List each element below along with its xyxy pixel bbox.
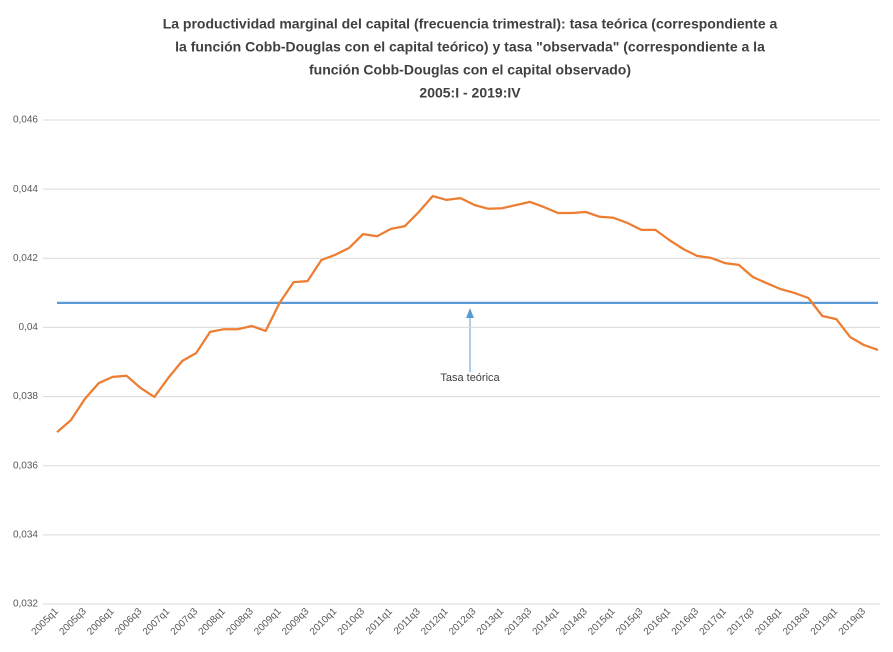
x-tick-label: 2015q3 xyxy=(614,606,646,638)
x-tick-label: 2012q3 xyxy=(447,606,479,638)
y-tick-label: 0,036 xyxy=(13,460,38,471)
x-tick-label: 2016q3 xyxy=(670,606,702,638)
x-tick-label: 2007q1 xyxy=(141,606,173,638)
x-tick-label: 2011q3 xyxy=(392,606,423,637)
x-tick-label: 2008q1 xyxy=(197,606,229,638)
annotation-arrowhead xyxy=(466,308,474,318)
x-tick-label: 2018q1 xyxy=(753,606,785,638)
x-tick-label: 2010q3 xyxy=(336,606,368,638)
x-tick-label: 2012q1 xyxy=(419,606,451,638)
x-tick-label: 2013q1 xyxy=(475,606,507,638)
x-tick-label: 2007q3 xyxy=(169,606,201,638)
x-tick-label: 2014q3 xyxy=(558,606,590,638)
x-tick-label: 2017q3 xyxy=(725,606,757,638)
x-tick-label: 2019q1 xyxy=(809,606,841,638)
data-line xyxy=(56,194,879,434)
x-tick-label: 2011q1 xyxy=(364,606,395,637)
x-tick-label: 2009q3 xyxy=(280,606,312,638)
y-tick-label: 0,04 xyxy=(19,322,39,333)
x-tick-label: 2009q1 xyxy=(252,606,284,638)
y-tick-label: 0,038 xyxy=(13,391,38,402)
x-tick-label: 2008q3 xyxy=(224,606,256,638)
y-tick-label: 0,046 xyxy=(13,115,38,126)
x-tick-label: 2018q3 xyxy=(781,606,813,638)
y-tick-label: 0,034 xyxy=(13,529,38,540)
x-tick-label: 2017q1 xyxy=(698,606,730,638)
x-tick-label: 2019q3 xyxy=(837,606,869,638)
chart-title: la función Cobb-Douglas con el capital t… xyxy=(175,39,765,55)
x-tick-label: 2013q3 xyxy=(503,606,535,638)
x-tick-label: 2016q1 xyxy=(642,606,674,638)
x-tick-label: 2006q3 xyxy=(113,606,145,638)
x-tick-label: 2005q1 xyxy=(30,606,62,638)
chart-subtitle: 2005:I - 2019:IV xyxy=(419,85,521,101)
y-tick-label: 0,042 xyxy=(13,253,38,264)
x-tick-label: 2015q1 xyxy=(586,606,618,638)
y-tick-label: 0,032 xyxy=(13,599,38,610)
x-tick-label: 2006q1 xyxy=(85,606,117,638)
chart-title: función Cobb-Douglas con el capital obse… xyxy=(309,62,631,78)
x-tick-label: 2014q1 xyxy=(531,606,563,638)
chart-title: La productividad marginal del capital (f… xyxy=(163,16,778,32)
y-tick-label: 0,044 xyxy=(13,184,38,195)
x-tick-label: 2005q3 xyxy=(57,606,89,638)
x-tick-label: 2010q1 xyxy=(308,606,340,638)
annotation: Tasa teórica xyxy=(440,372,500,384)
